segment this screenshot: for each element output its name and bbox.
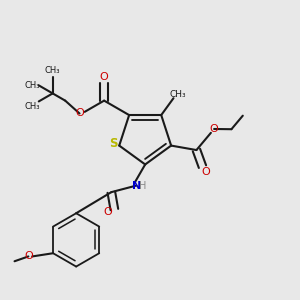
- Text: CH₃: CH₃: [25, 81, 40, 90]
- Text: H: H: [139, 181, 147, 190]
- Text: N: N: [132, 181, 141, 190]
- Text: CH₃: CH₃: [45, 66, 60, 75]
- Text: O: O: [201, 167, 210, 177]
- Text: O: O: [24, 251, 33, 261]
- Text: O: O: [103, 207, 112, 217]
- Text: S: S: [109, 137, 118, 151]
- Text: CH₃: CH₃: [25, 102, 40, 111]
- Text: O: O: [100, 72, 109, 82]
- Text: O: O: [75, 109, 84, 118]
- Text: CH₃: CH₃: [170, 90, 187, 99]
- Text: O: O: [210, 124, 218, 134]
